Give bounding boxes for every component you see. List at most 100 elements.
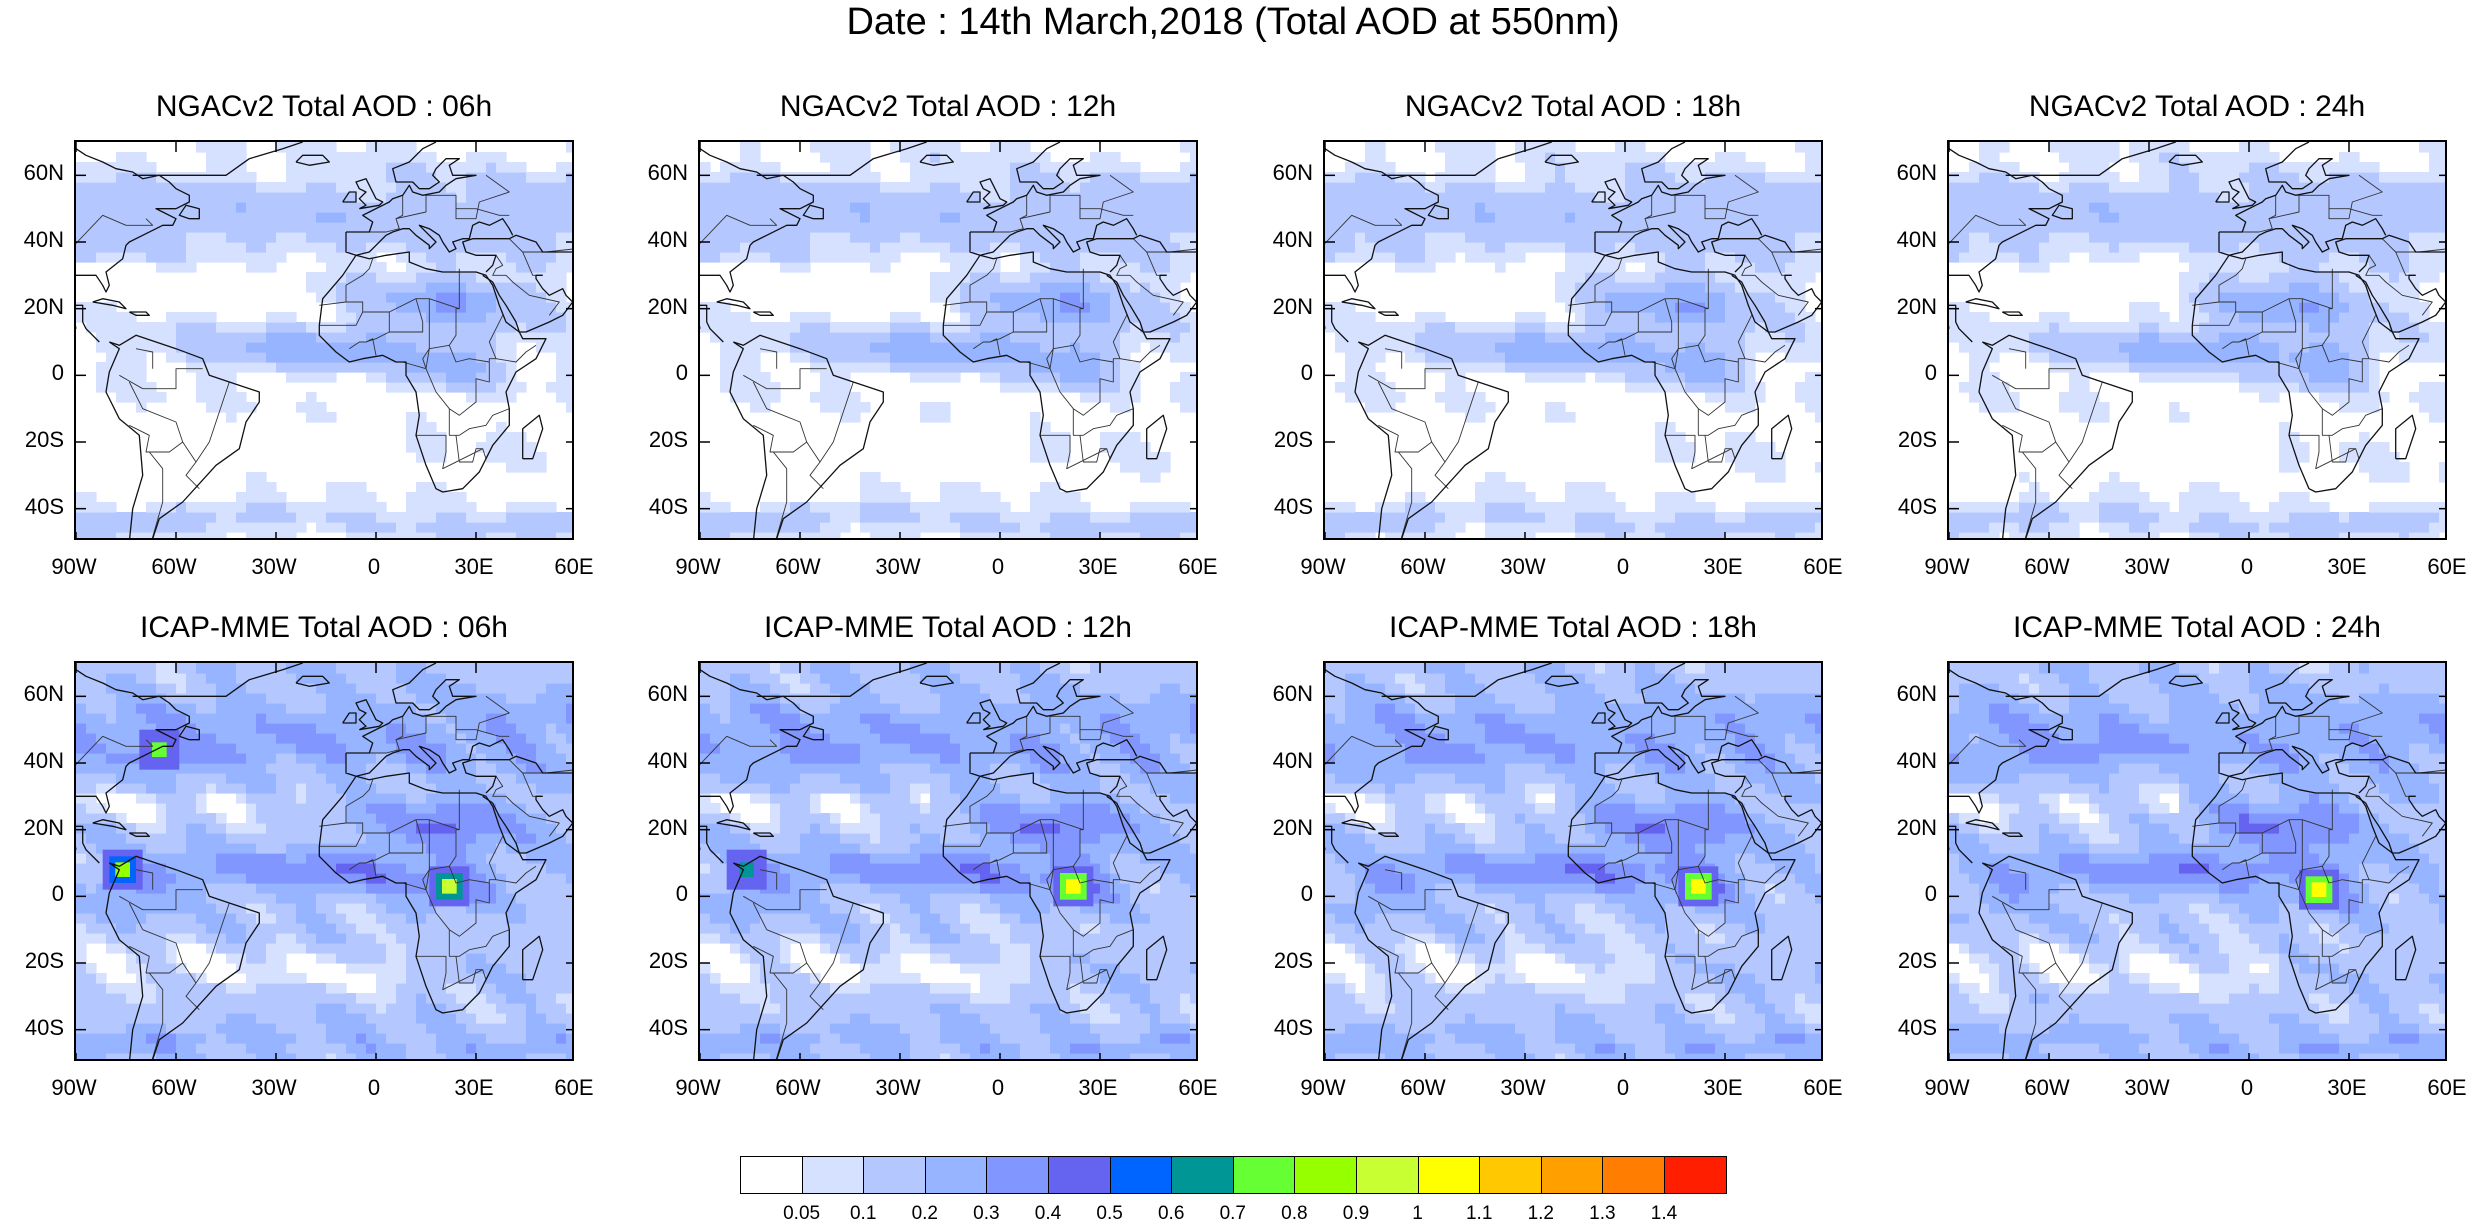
lon-tick-label: 30E xyxy=(1688,556,1758,578)
lon-tick-label: 60E xyxy=(539,556,609,578)
map-plot-area xyxy=(74,661,574,1061)
lon-tick-label: 30W xyxy=(2112,1077,2182,1099)
map-plot-area xyxy=(1323,661,1823,1061)
lat-tick-label: 40N xyxy=(1887,229,1937,251)
lat-tick-label: 60N xyxy=(1887,162,1937,184)
lon-tick-label: 60W xyxy=(1388,556,1458,578)
aod-map xyxy=(1325,663,1823,1061)
coastline xyxy=(1378,312,1398,315)
lat-tick-label: 0 xyxy=(1263,362,1313,384)
panel-title: NGACv2 Total AOD : 24h xyxy=(1873,90,2466,124)
country-border xyxy=(456,435,483,462)
aod-map xyxy=(76,142,574,540)
colorbar-label: 0.05 xyxy=(772,1204,832,1224)
country-border xyxy=(1073,409,1133,436)
lon-tick-label: 60W xyxy=(763,556,833,578)
lon-tick-label: 30E xyxy=(2312,1077,2382,1099)
lat-tick-label: 40S xyxy=(638,496,688,518)
lat-tick-label: 0 xyxy=(14,883,64,905)
lon-tick-label: 60E xyxy=(2412,1077,2466,1099)
lon-tick-label: 0 xyxy=(963,556,1033,578)
colorbar-label: 1.1 xyxy=(1449,1204,1509,1224)
aod-hotspot xyxy=(1053,866,1093,906)
map-plot-area xyxy=(1323,140,1823,540)
country-border xyxy=(183,442,200,489)
lon-tick-label: 30E xyxy=(439,1077,509,1099)
coastline xyxy=(1966,299,1999,309)
lat-tick-label: 0 xyxy=(638,362,688,384)
lat-tick-label: 40S xyxy=(638,1017,688,1039)
lat-tick-label: 20S xyxy=(14,950,64,972)
lat-tick-label: 20S xyxy=(638,950,688,972)
lon-tick-label: 90W xyxy=(1288,556,1358,578)
country-border xyxy=(2322,409,2382,436)
panel-title: NGACv2 Total AOD : 06h xyxy=(0,90,648,124)
lon-tick-label: 60W xyxy=(763,1077,833,1099)
coastline xyxy=(2002,312,2022,315)
colorbar-swatch xyxy=(1294,1156,1357,1194)
lon-tick-label: 30W xyxy=(2112,556,2182,578)
map-plot-area xyxy=(698,661,1198,1061)
lat-tick-label: 60N xyxy=(1263,162,1313,184)
lat-tick-label: 0 xyxy=(638,883,688,905)
lon-tick-label: 90W xyxy=(1912,556,1982,578)
lat-tick-label: 40N xyxy=(14,750,64,772)
colorbar-swatch xyxy=(986,1156,1049,1194)
lon-tick-label: 60W xyxy=(2012,556,2082,578)
aod-map xyxy=(700,142,1198,540)
lon-tick-label: 30E xyxy=(1688,1077,1758,1099)
colorbar-label: 1.4 xyxy=(1634,1204,1694,1224)
lon-tick-label: 30W xyxy=(863,1077,933,1099)
colorbar-swatch xyxy=(1171,1156,1234,1194)
colorbar-swatch xyxy=(925,1156,988,1194)
colorbar-label: 0.2 xyxy=(895,1204,955,1224)
aod-map xyxy=(1949,663,2447,1061)
lon-tick-label: 30W xyxy=(1488,1077,1558,1099)
lat-tick-label: 20S xyxy=(1887,429,1937,451)
lat-tick-label: 20N xyxy=(1887,296,1937,318)
colorbar-swatch xyxy=(1418,1156,1481,1194)
lon-tick-label: 30E xyxy=(439,556,509,578)
lon-tick-label: 60E xyxy=(1788,1077,1858,1099)
lon-tick-label: 30W xyxy=(239,1077,309,1099)
lon-tick-label: 30W xyxy=(1488,556,1558,578)
lat-tick-label: 40S xyxy=(1887,496,1937,518)
lat-tick-label: 60N xyxy=(14,162,64,184)
lat-tick-label: 60N xyxy=(638,683,688,705)
lat-tick-label: 40S xyxy=(1263,1017,1313,1039)
colorbar-label: 1.3 xyxy=(1572,1204,1632,1224)
colorbar-swatch xyxy=(1664,1156,1727,1194)
aod-map xyxy=(1325,142,1823,540)
lon-tick-label: 90W xyxy=(663,556,733,578)
panel-title: NGACv2 Total AOD : 18h xyxy=(1249,90,1897,124)
lon-tick-label: 0 xyxy=(2212,1077,2282,1099)
lon-tick-label: 60W xyxy=(1388,1077,1458,1099)
colorbar-label: 0.6 xyxy=(1141,1204,1201,1224)
lon-tick-label: 60E xyxy=(1163,556,1233,578)
panel-title: ICAP-MME Total AOD : 06h xyxy=(0,611,648,645)
lat-tick-label: 40N xyxy=(638,229,688,251)
country-border xyxy=(2056,442,2073,489)
lon-tick-label: 0 xyxy=(339,1077,409,1099)
colorbar-label: 0.4 xyxy=(1018,1204,1078,1224)
colorbar-swatch xyxy=(740,1156,803,1194)
panel-title: ICAP-MME Total AOD : 18h xyxy=(1249,611,1897,645)
lon-tick-label: 0 xyxy=(339,556,409,578)
aod-map xyxy=(700,663,1198,1061)
lat-tick-label: 20N xyxy=(14,296,64,318)
lat-tick-label: 40S xyxy=(14,496,64,518)
aod-hotspot xyxy=(1678,866,1718,906)
lon-tick-label: 0 xyxy=(1588,556,1658,578)
colorbar-label: 0.9 xyxy=(1326,1204,1386,1224)
lon-tick-label: 30E xyxy=(1063,556,1133,578)
country-border xyxy=(1432,442,1449,489)
panel-title: ICAP-MME Total AOD : 12h xyxy=(624,611,1272,645)
lat-tick-label: 40S xyxy=(1887,1017,1937,1039)
lat-tick-label: 20N xyxy=(638,296,688,318)
figure-title: Date : 14th March,2018 (Total AOD at 550… xyxy=(0,0,2466,44)
colorbar-swatch xyxy=(1356,1156,1419,1194)
lat-tick-label: 40S xyxy=(1263,496,1313,518)
